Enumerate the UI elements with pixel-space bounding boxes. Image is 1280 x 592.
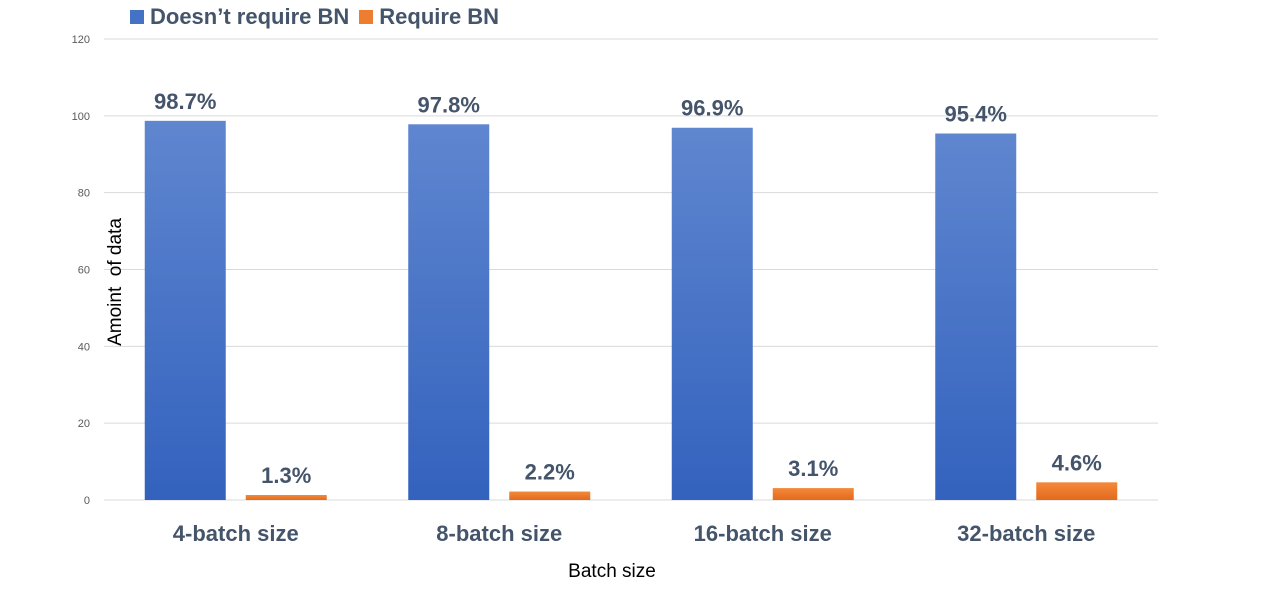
bars: [144, 120, 1118, 501]
data-labels: 98.7% 1.3% 97.8% 2.2% 96.9% 3.1% 95.4% 4.6%: [154, 89, 1102, 488]
bar-require-bn: [1036, 482, 1118, 500]
x-tick-label: 32-batch size: [957, 521, 1095, 546]
legend-label-series-2: Require BN: [379, 4, 500, 29]
legend: Doesn’t require BN Require BN: [130, 4, 499, 30]
bar-require-bn: [509, 491, 591, 500]
data-label: 96.9%: [681, 96, 743, 121]
data-label: 4.6%: [1052, 450, 1102, 475]
y-tick-label: 20: [78, 418, 90, 430]
data-label: 98.7%: [154, 89, 216, 114]
data-label: 95.4%: [945, 102, 1007, 127]
data-label: 3.1%: [788, 456, 838, 481]
data-label: 97.8%: [418, 92, 480, 117]
y-tick-label: 40: [78, 341, 90, 353]
x-tick-label: 4-batch size: [173, 521, 299, 546]
data-label: 1.3%: [261, 463, 311, 488]
data-label: 2.2%: [525, 460, 575, 485]
x-tick-label: 8-batch size: [436, 521, 562, 546]
x-axis-title: Batch size: [568, 561, 656, 582]
legend-item-series-1: Doesn’t require BN: [130, 4, 349, 30]
bar-doesnt-require-bn: [671, 127, 753, 501]
bar-require-bn: [772, 488, 854, 500]
bar-require-bn: [245, 495, 327, 500]
y-axis-title: Amoint of data: [105, 218, 126, 346]
bar-doesnt-require-bn: [408, 124, 490, 500]
y-tick-label: 60: [78, 265, 90, 277]
y-tick-label: 0: [84, 495, 90, 507]
y-axis-ticks: 0 20 40 60 80 100 120: [72, 34, 90, 507]
y-tick-label: 80: [78, 188, 90, 200]
x-axis-ticks: 4-batch size 8-batch size 16-batch size 32-…: [173, 521, 1096, 546]
bar-doesnt-require-bn: [935, 133, 1017, 500]
legend-swatch-series-2: [359, 10, 374, 24]
legend-label-series-1: Doesn’t require BN: [150, 4, 350, 29]
legend-swatch-series-1: [130, 10, 144, 24]
x-tick-label: 16-batch size: [694, 521, 832, 546]
y-tick-label: 100: [72, 111, 90, 123]
legend-item-series-2: Require BN: [359, 4, 499, 30]
bar-doesnt-require-bn: [144, 120, 226, 500]
y-tick-label: 120: [72, 34, 90, 46]
